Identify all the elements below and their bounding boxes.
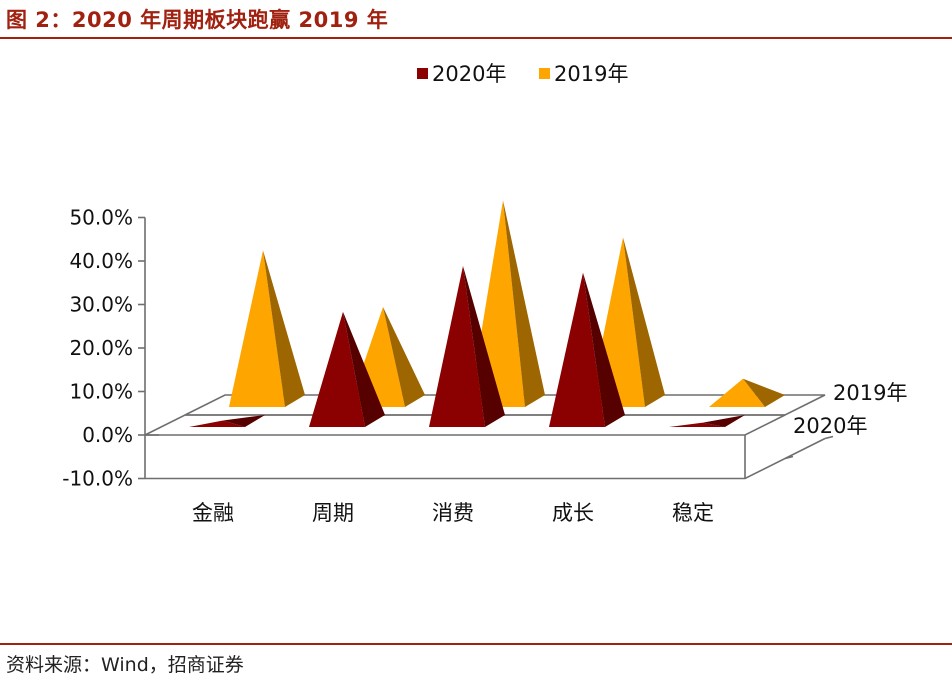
chart-legend: 2020年 2019年 — [417, 62, 628, 86]
depth-labels: 2020年 2019年 — [793, 381, 907, 438]
figure-title: 图 2：2020 年周期板块跑赢 2019 年 — [6, 8, 389, 32]
depth-tick — [784, 455, 794, 460]
bar-side-face — [383, 306, 425, 407]
pyramid-chart: -10.0% 0.0% 10.0% 20.0% 30.0% 40.0% 50.0% 金融 周期… — [62, 62, 907, 525]
zero-plane — [144, 414, 786, 436]
floor-outline — [145, 437, 826, 480]
bar-front-face — [429, 266, 485, 427]
depth-label: 2019年 — [833, 381, 907, 405]
y-tick-label: 0.0% — [82, 423, 133, 447]
y-tick-label: 40.0% — [69, 249, 133, 273]
legend-swatch — [539, 68, 550, 79]
bar-2019年-稳定 — [709, 378, 785, 407]
bar-2020年-金融 — [189, 415, 265, 427]
bar-front-face — [709, 378, 765, 407]
bar-2019年-金融 — [229, 250, 305, 407]
depth-label: 2020年 — [793, 414, 867, 438]
y-axis-ticks: -10.0% 0.0% 10.0% 20.0% 30.0% 40.0% 50.0% — [62, 206, 145, 491]
chart-bars — [189, 200, 785, 427]
category-label: 成长 — [552, 501, 594, 525]
bar-2020年-周期 — [309, 311, 385, 427]
legend-swatch — [417, 68, 428, 79]
category-label: 消费 — [432, 501, 474, 525]
bar-side-face — [743, 378, 785, 407]
legend-label: 2019年 — [554, 62, 628, 86]
category-label: 周期 — [312, 501, 354, 525]
bar-side-face — [703, 415, 745, 427]
legend-label: 2020年 — [432, 62, 506, 86]
y-tick-label: 30.0% — [69, 293, 133, 317]
title-rule — [0, 37, 952, 39]
bar-side-face — [503, 200, 545, 407]
bar-side-face — [583, 272, 625, 427]
category-label: 稳定 — [672, 501, 714, 525]
bar-front-face — [669, 422, 725, 427]
y-tick-label: 20.0% — [69, 336, 133, 360]
bar-front-face — [229, 250, 285, 407]
source-rule — [0, 643, 952, 645]
category-labels: 金融 周期 消费 成长 稳定 — [192, 501, 714, 525]
bar-2020年-消费 — [429, 266, 505, 427]
bar-front-face — [309, 311, 365, 427]
bar-side-face — [463, 266, 505, 427]
depth-tick — [824, 435, 834, 440]
bar-side-face — [623, 237, 665, 407]
category-label: 金融 — [192, 501, 234, 525]
bar-side-face — [263, 250, 305, 407]
bar-side-face — [223, 415, 265, 427]
bar-2020年-稳定 — [669, 415, 745, 427]
y-tick-label: 10.0% — [69, 380, 133, 404]
bar-side-face — [343, 311, 385, 427]
bar-2020年-成长 — [549, 272, 625, 427]
bar-front-face — [189, 420, 245, 427]
y-tick-label: 50.0% — [69, 206, 133, 230]
source-note: 资料来源：Wind，招商证券 — [6, 654, 244, 676]
y-tick-label: -10.0% — [62, 467, 133, 491]
bar-front-face — [549, 272, 605, 427]
